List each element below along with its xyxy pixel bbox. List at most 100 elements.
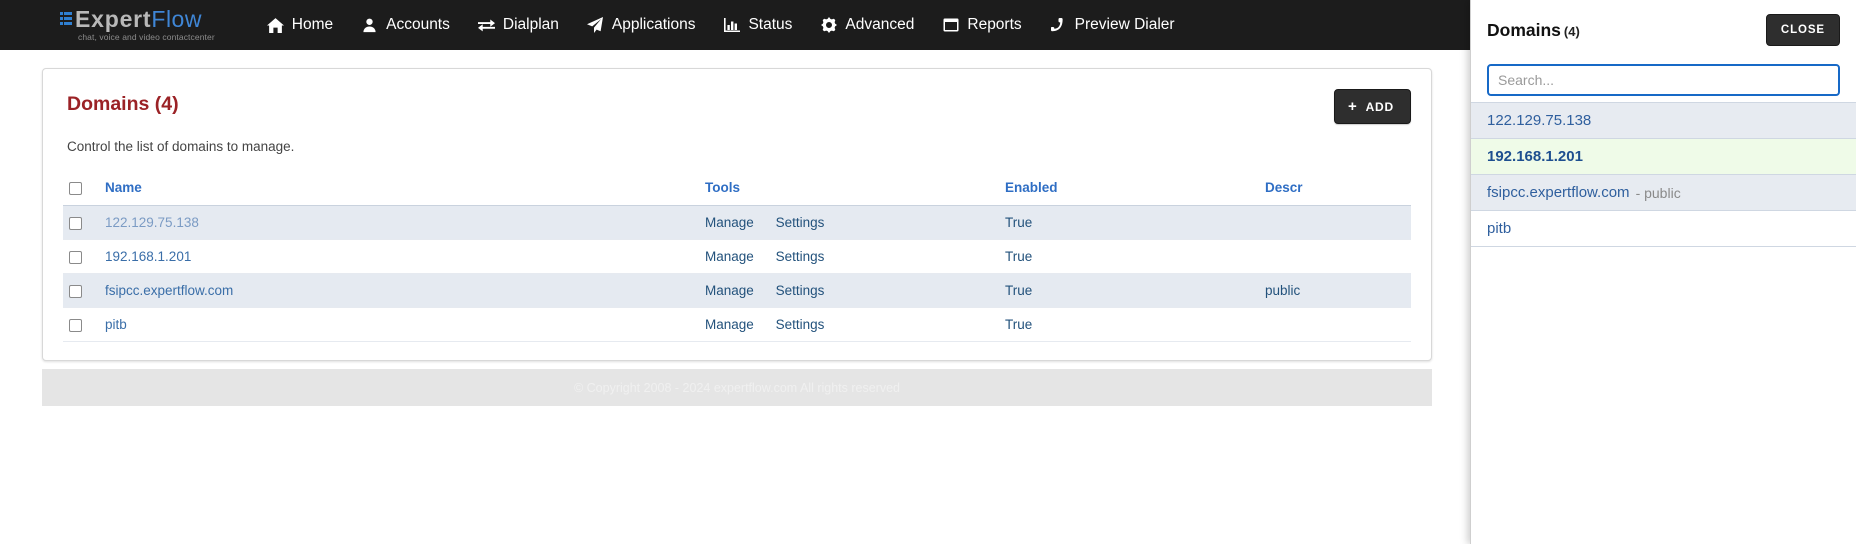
row-name-cell[interactable]: 192.168.1.201	[99, 239, 699, 274]
enabled-value: True	[1005, 283, 1033, 298]
row-description-cell	[1259, 205, 1411, 240]
card-subtitle: Control the list of domains to manage.	[67, 139, 295, 154]
row-tools-cell: Manage Settings	[699, 239, 999, 274]
manage-link[interactable]: Manage	[705, 215, 754, 230]
list-item[interactable]: fsipcc.expertflow.com - public	[1471, 175, 1856, 211]
nav-item-status[interactable]: Status	[709, 0, 806, 50]
nav-label-applications: Applications	[611, 16, 696, 33]
manage-link[interactable]: Manage	[705, 283, 754, 298]
brand-logo[interactable]: Expert Flow chat, voice and video contac…	[60, 8, 215, 42]
nav-label-preview-dialer: Preview Dialer	[1074, 16, 1175, 33]
panel-title: Domains (4)	[1487, 20, 1580, 41]
list-item[interactable]: 122.129.75.138	[1471, 103, 1856, 139]
row-checkbox-cell[interactable]	[63, 239, 99, 274]
home-icon	[266, 17, 284, 34]
nav-label-accounts: Accounts	[386, 16, 450, 33]
settings-link[interactable]: Settings	[775, 283, 825, 298]
select-all-header[interactable]	[63, 176, 99, 206]
domains-table-wrap: Name Tools Enabled Descr 122.129.75.138 …	[43, 176, 1431, 342]
nav-item-preview-dialer[interactable]: Preview Dialer	[1036, 0, 1189, 50]
table-row[interactable]: fsipcc.expertflow.com Manage Settings Tr…	[63, 273, 1411, 308]
nav-item-accounts[interactable]: Accounts	[347, 0, 464, 50]
row-checkbox[interactable]	[69, 250, 82, 264]
domains-table: Name Tools Enabled Descr 122.129.75.138 …	[63, 176, 1411, 342]
manage-link[interactable]: Manage	[705, 317, 754, 332]
row-checkbox[interactable]	[69, 284, 82, 298]
nav-label-reports: Reports	[967, 16, 1022, 33]
manage-link[interactable]: Manage	[705, 249, 754, 264]
panel-domain-list: 122.129.75.138 192.168.1.201 fsipcc.expe…	[1471, 102, 1856, 247]
gear-icon	[820, 17, 837, 34]
column-header-enabled[interactable]: Enabled	[999, 176, 1259, 206]
add-button[interactable]: + ADD	[1334, 89, 1411, 124]
search-input[interactable]	[1487, 64, 1840, 96]
row-checkbox[interactable]	[69, 216, 82, 230]
list-item[interactable]: pitb	[1471, 211, 1856, 247]
select-all-checkbox[interactable]	[69, 181, 82, 195]
close-button[interactable]: CLOSE	[1765, 14, 1840, 46]
nav-item-dialplan[interactable]: Dialplan	[464, 0, 573, 50]
row-checkbox-cell[interactable]	[63, 273, 99, 308]
list-item-name: pitb	[1487, 220, 1512, 237]
window-icon	[942, 17, 959, 34]
row-enabled-cell: True	[999, 273, 1259, 308]
row-description-cell	[1259, 239, 1411, 274]
column-header-tools[interactable]: Tools	[699, 176, 999, 206]
row-description-cell	[1259, 307, 1411, 342]
domain-name-link[interactable]: 192.168.1.201	[105, 249, 192, 264]
row-enabled-cell: True	[999, 307, 1259, 342]
row-checkbox[interactable]	[69, 318, 82, 332]
column-header-description[interactable]: Descr	[1259, 176, 1411, 206]
panel-header: Domains (4) CLOSE	[1471, 0, 1856, 64]
nav-item-reports[interactable]: Reports	[928, 0, 1035, 50]
table-row[interactable]: pitb Manage Settings True	[63, 307, 1411, 342]
nav-item-applications[interactable]: Applications	[573, 0, 710, 50]
list-item-name: fsipcc.expertflow.com	[1487, 184, 1630, 201]
domain-name-link[interactable]: pitb	[105, 317, 127, 332]
nav-label-advanced: Advanced	[845, 16, 915, 33]
add-button-label: ADD	[1365, 99, 1394, 114]
nav-label-home: Home	[291, 16, 334, 33]
enabled-value: True	[1005, 215, 1033, 230]
row-description-cell: public	[1259, 273, 1411, 308]
panel-search-wrap	[1471, 64, 1856, 96]
settings-link[interactable]: Settings	[775, 215, 825, 230]
table-row[interactable]: 122.129.75.138 Manage Settings True	[63, 205, 1411, 240]
brand-tagline: chat, voice and video contactcenter	[78, 32, 215, 43]
row-name-cell[interactable]: 122.129.75.138	[99, 205, 699, 240]
exchange-icon	[477, 17, 495, 34]
plus-icon: +	[1348, 98, 1358, 115]
table-header-row: Name Tools Enabled Descr	[63, 176, 1411, 206]
list-item[interactable]: 192.168.1.201	[1471, 139, 1856, 175]
table-head: Name Tools Enabled Descr	[63, 176, 1411, 206]
panel-title-count: (4)	[1563, 24, 1580, 39]
nav-item-advanced[interactable]: Advanced	[806, 0, 928, 50]
nav-item-home[interactable]: Home	[253, 0, 347, 50]
nav-label-status: Status	[748, 16, 793, 33]
list-item-name: 122.129.75.138	[1487, 112, 1592, 129]
domains-card: Domains (4) + ADD Control the list of do…	[42, 68, 1432, 361]
nav-items: Home Accounts Dialplan Applications	[253, 0, 1189, 50]
settings-link[interactable]: Settings	[775, 249, 825, 264]
domain-name-link[interactable]: 122.129.75.138	[105, 215, 199, 230]
settings-link[interactable]: Settings	[775, 317, 825, 332]
list-item-name: 192.168.1.201	[1487, 148, 1583, 165]
list-item-suffix: - public	[1635, 184, 1681, 201]
user-icon	[361, 17, 378, 34]
page-title: Domains (4)	[67, 93, 179, 115]
card-header: Domains (4) + ADD	[43, 69, 1431, 133]
row-name-cell[interactable]: fsipcc.expertflow.com	[99, 273, 699, 308]
row-enabled-cell: True	[999, 205, 1259, 240]
row-checkbox-cell[interactable]	[63, 307, 99, 342]
enabled-value: True	[1005, 249, 1033, 264]
column-header-name[interactable]: Name	[99, 176, 699, 206]
brand-name-bold: Expert	[75, 6, 152, 33]
row-checkbox-cell[interactable]	[63, 205, 99, 240]
domain-name-link[interactable]: fsipcc.expertflow.com	[105, 283, 234, 298]
panel-title-text: Domains	[1487, 20, 1561, 40]
row-tools-cell: Manage Settings	[699, 205, 999, 240]
row-name-cell[interactable]: pitb	[99, 307, 699, 342]
table-row[interactable]: 192.168.1.201 Manage Settings True	[63, 239, 1411, 274]
row-tools-cell: Manage Settings	[699, 273, 999, 308]
